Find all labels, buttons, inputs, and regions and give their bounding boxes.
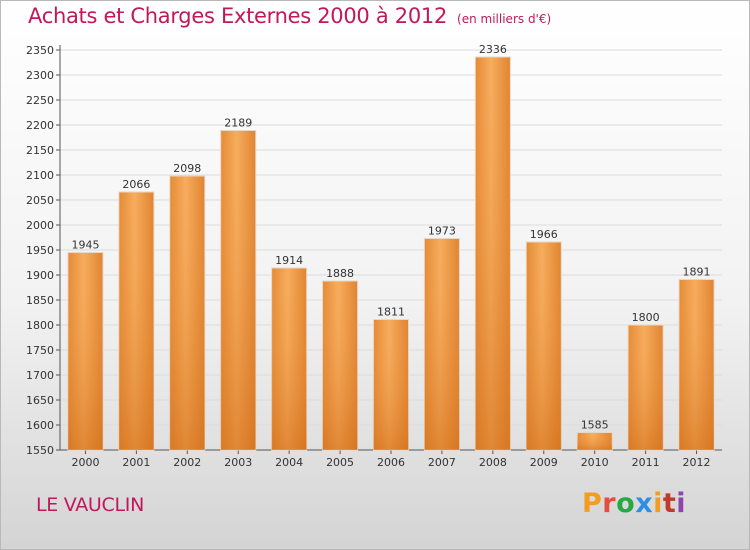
logo-letter: o xyxy=(616,488,636,519)
x-tick-label: 2009 xyxy=(530,456,558,469)
y-tick-label: 1900 xyxy=(26,269,54,282)
bar-shade-2005 xyxy=(322,281,358,450)
y-tick-label: 1750 xyxy=(26,344,54,357)
y-tick-label: 2350 xyxy=(26,44,54,57)
bar-layer xyxy=(67,56,715,451)
data-label: 1914 xyxy=(275,254,303,267)
y-tick-label: 2100 xyxy=(26,169,54,182)
place-name: LE VAUCLIN xyxy=(36,494,144,516)
data-label: 2189 xyxy=(224,117,252,130)
x-tick-label: 2011 xyxy=(632,456,660,469)
x-tick-label: 2007 xyxy=(428,456,456,469)
bar-shade-2007 xyxy=(424,238,460,450)
x-tick-label: 2008 xyxy=(479,456,507,469)
data-label: 1973 xyxy=(428,225,456,238)
y-tick-label: 1850 xyxy=(26,294,54,307)
y-tick-label: 1600 xyxy=(26,419,54,432)
x-tick-label: 2012 xyxy=(683,456,711,469)
data-label: 1585 xyxy=(581,419,609,432)
bar-shade-2008 xyxy=(475,57,511,450)
x-tick-label: 2006 xyxy=(377,456,405,469)
proxiti-logo: Proxiti xyxy=(582,488,686,519)
y-tick-label: 1650 xyxy=(26,394,54,407)
bar-shade-2011 xyxy=(628,325,664,450)
data-label: 1891 xyxy=(683,266,711,279)
x-tick-label: 2000 xyxy=(71,456,99,469)
logo-letter: i xyxy=(676,488,687,519)
chart-subtitle: (en milliers d'€) xyxy=(457,12,552,26)
bar-shade-2010 xyxy=(577,432,613,450)
bar-shade-2006 xyxy=(373,319,409,450)
data-label: 2098 xyxy=(173,162,201,175)
y-tick-label: 2150 xyxy=(26,144,54,157)
x-tick-label: 2010 xyxy=(581,456,609,469)
bar-shade-2002 xyxy=(169,176,205,450)
data-label: 1966 xyxy=(530,228,558,241)
logo-letter: P xyxy=(582,488,603,519)
x-tick-label: 2002 xyxy=(173,456,201,469)
bar-shade-2009 xyxy=(526,242,562,450)
logo-letter: x xyxy=(635,488,654,519)
y-tick-label: 1950 xyxy=(26,244,54,257)
bar-shade-2003 xyxy=(220,130,256,450)
data-label: 1800 xyxy=(632,311,660,324)
data-label: 2066 xyxy=(122,178,150,191)
logo-letter: r xyxy=(602,488,617,519)
data-label: 2336 xyxy=(479,43,507,56)
bar-shade-2004 xyxy=(271,268,307,450)
data-label: 1945 xyxy=(71,239,99,252)
x-tick-label: 2001 xyxy=(122,456,150,469)
data-label: 1888 xyxy=(326,267,354,280)
y-tick-label: 2200 xyxy=(26,119,54,132)
y-tick-label: 1700 xyxy=(26,369,54,382)
bar-shade-2012 xyxy=(679,279,715,450)
logo-letter: i xyxy=(653,488,663,519)
y-tick-label: 2000 xyxy=(26,219,54,232)
y-tick-label: 1550 xyxy=(26,444,54,457)
label-layer: 1945 2066 2098 2189 1914 1888 1811 1973 2336 1966… xyxy=(71,43,710,432)
chart-title: Achats et Charges Externes 2000 à 2012 (e… xyxy=(28,4,551,28)
data-label: 1811 xyxy=(377,306,405,319)
x-tick-label: 2003 xyxy=(224,456,252,469)
x-tick-label: 2004 xyxy=(275,456,303,469)
y-tick-label: 2050 xyxy=(26,194,54,207)
logo-letter: t xyxy=(662,488,677,519)
y-tick-label: 1800 xyxy=(26,319,54,332)
chart-title-text: Achats et Charges Externes 2000 à 2012 xyxy=(28,4,448,28)
x-tick-label: 2005 xyxy=(326,456,354,469)
bar-shade-2000 xyxy=(67,252,103,450)
bar-shade-2001 xyxy=(118,192,154,450)
y-tick-label: 2300 xyxy=(26,69,54,82)
y-tick-label: 2250 xyxy=(26,94,54,107)
